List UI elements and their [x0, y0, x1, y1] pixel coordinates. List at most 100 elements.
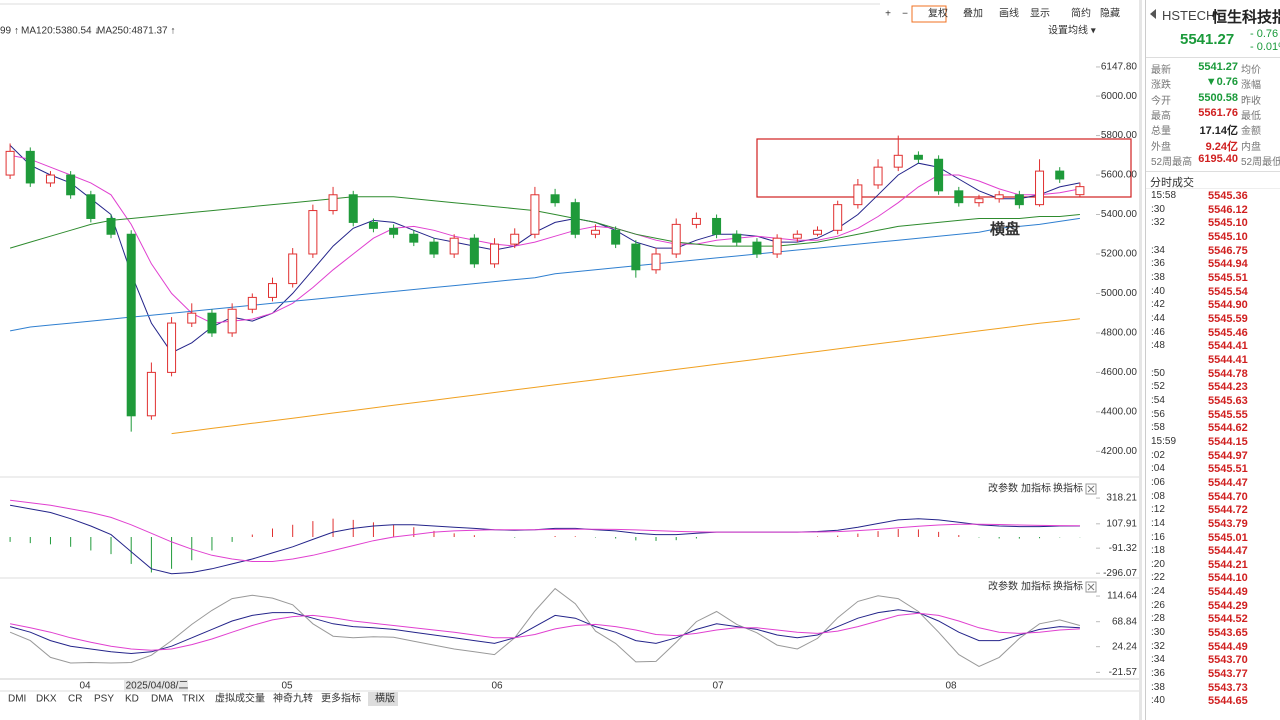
trade-price: 5543.79 — [1208, 517, 1248, 530]
candle-body — [611, 229, 621, 245]
ma-settings[interactable]: 设置均线 ▾ — [1048, 24, 1096, 37]
candle-body — [227, 308, 237, 334]
trade-time: :36 — [1151, 258, 1165, 270]
indicator-tab[interactable]: KD — [125, 694, 139, 705]
line — [9, 609, 1080, 655]
trade-price: 5545.63 — [1208, 394, 1248, 407]
candle-body — [1014, 194, 1024, 206]
candle-body — [288, 253, 298, 285]
chart-area: + − 复权 叠加 画线 显示 简约 隐藏 99 ↑ MA120:5380.54 ↓MA250:4… — [0, 0, 1142, 720]
line — [10, 504, 1080, 575]
y-tick-label: 4600.00 — [1101, 367, 1138, 378]
range-box — [756, 138, 1132, 198]
cursor-date-bg — [124, 680, 188, 692]
toolbar-button[interactable]: 叠加 — [963, 8, 983, 20]
indicator-tab[interactable]: 虚拟成交量 — [215, 692, 265, 705]
y-tick-label: 5200.00 — [1101, 249, 1138, 260]
line — [9, 196, 1080, 249]
candle-body — [772, 237, 782, 255]
row-label: 昨收 — [1241, 95, 1261, 107]
ma-legend: MA120:5380.54 ↓ — [21, 26, 99, 37]
row-label: 52周最高 — [1151, 156, 1193, 168]
trade-price: 5544.62 — [1208, 422, 1248, 435]
indicator-tab[interactable]: DKX — [36, 694, 57, 705]
indicator-tab[interactable]: DMI — [8, 694, 26, 705]
indicator-tab[interactable]: CR — [68, 694, 82, 705]
trade-time: :28 — [1151, 613, 1165, 625]
button-frame — [911, 5, 947, 23]
y-tick-label: 5000.00 — [1101, 288, 1138, 299]
trade-price: 5545.01 — [1208, 531, 1248, 544]
panel-button[interactable]: 换指标 — [1053, 482, 1083, 495]
y-tick-label: 4400.00 — [1101, 406, 1138, 417]
candle-body — [893, 154, 903, 168]
trade-time: :38 — [1151, 681, 1165, 693]
toolbar-button[interactable]: + — [885, 9, 891, 20]
trade-time: :34 — [1151, 244, 1165, 256]
trade-price: 5544.21 — [1208, 558, 1248, 571]
indicator-tab[interactable]: DMA — [151, 694, 174, 705]
line — [10, 612, 1080, 651]
indicator-tab[interactable]: 神奇九转 — [273, 692, 313, 705]
x-tick-label: 07 — [712, 681, 724, 692]
candle-body — [590, 229, 600, 235]
panel-button[interactable]: 换指标 — [1053, 580, 1083, 593]
candle-body — [813, 229, 822, 235]
trade-price: 5544.52 — [1208, 613, 1248, 626]
y-tick-label: 5600.00 — [1101, 170, 1138, 181]
candle-body — [409, 233, 419, 243]
candle-body — [126, 233, 136, 417]
annotation: 横盘 — [990, 220, 1020, 238]
y-tick-label: 24.24 — [1112, 641, 1137, 652]
toolbar-button[interactable]: 隐藏 — [1100, 8, 1120, 20]
trade-price: 5544.23 — [1208, 381, 1248, 394]
trade-price: 5543.73 — [1208, 681, 1248, 694]
row-value: 5500.58 — [1198, 91, 1238, 104]
trade-time: :46 — [1151, 326, 1165, 338]
trade-time: :16 — [1151, 531, 1165, 543]
quote-code: HSTECH — [1162, 8, 1216, 23]
candle-body — [66, 174, 76, 196]
candle-body — [510, 233, 520, 245]
candle-body — [954, 190, 964, 204]
row-label: 最低 — [1241, 110, 1261, 122]
candle-body — [1075, 186, 1085, 196]
toolbar-button[interactable]: 显示 — [1030, 8, 1050, 20]
trade-time: :12 — [1151, 504, 1165, 516]
row-label: 外盘 — [1151, 141, 1171, 153]
trade-price: 5544.78 — [1208, 367, 1248, 380]
trade-time: :34 — [1151, 654, 1165, 666]
candle-body — [187, 312, 197, 324]
line — [9, 145, 1080, 354]
y-tick-label: -91.32 — [1109, 543, 1138, 554]
indicator-tab[interactable]: 横版 — [375, 692, 395, 705]
panel-button[interactable]: 改参数 — [988, 482, 1018, 495]
panel-button[interactable]: 改参数 — [988, 580, 1018, 593]
panel-button[interactable]: 加指标 — [1021, 580, 1051, 593]
indicator-tab[interactable]: 更多指标 — [321, 692, 361, 705]
indicator-tab[interactable]: TRIX — [182, 694, 205, 705]
indicator-tab[interactable]: PSY — [94, 694, 114, 705]
trade-price: 5544.97 — [1208, 449, 1248, 462]
candle-body — [570, 202, 580, 235]
y-tick-label: -21.57 — [1109, 667, 1138, 678]
candle-body — [631, 243, 641, 271]
divider — [1146, 188, 1280, 189]
toolbar-button[interactable]: 复权 — [928, 7, 948, 20]
trade-price: 5543.77 — [1208, 668, 1248, 681]
toolbar-button[interactable]: 简约 — [1071, 7, 1091, 20]
line — [171, 318, 1080, 435]
trade-time: :42 — [1151, 299, 1165, 311]
candle-body — [328, 194, 338, 212]
trade-time: :30 — [1151, 203, 1165, 215]
trade-time: :32 — [1151, 640, 1165, 652]
trade-time: 15:58 — [1151, 190, 1177, 201]
toolbar-button[interactable]: 画线 — [999, 7, 1019, 20]
trade-price: 5543.65 — [1208, 627, 1248, 640]
panel-button[interactable]: 加指标 — [1021, 482, 1051, 495]
toolbar-button[interactable]: − — [902, 9, 908, 20]
quote-name: 恒生科技指 — [1212, 9, 1280, 26]
trade-price: 5544.94 — [1208, 258, 1248, 271]
row-value: 9.24亿 — [1205, 140, 1238, 153]
